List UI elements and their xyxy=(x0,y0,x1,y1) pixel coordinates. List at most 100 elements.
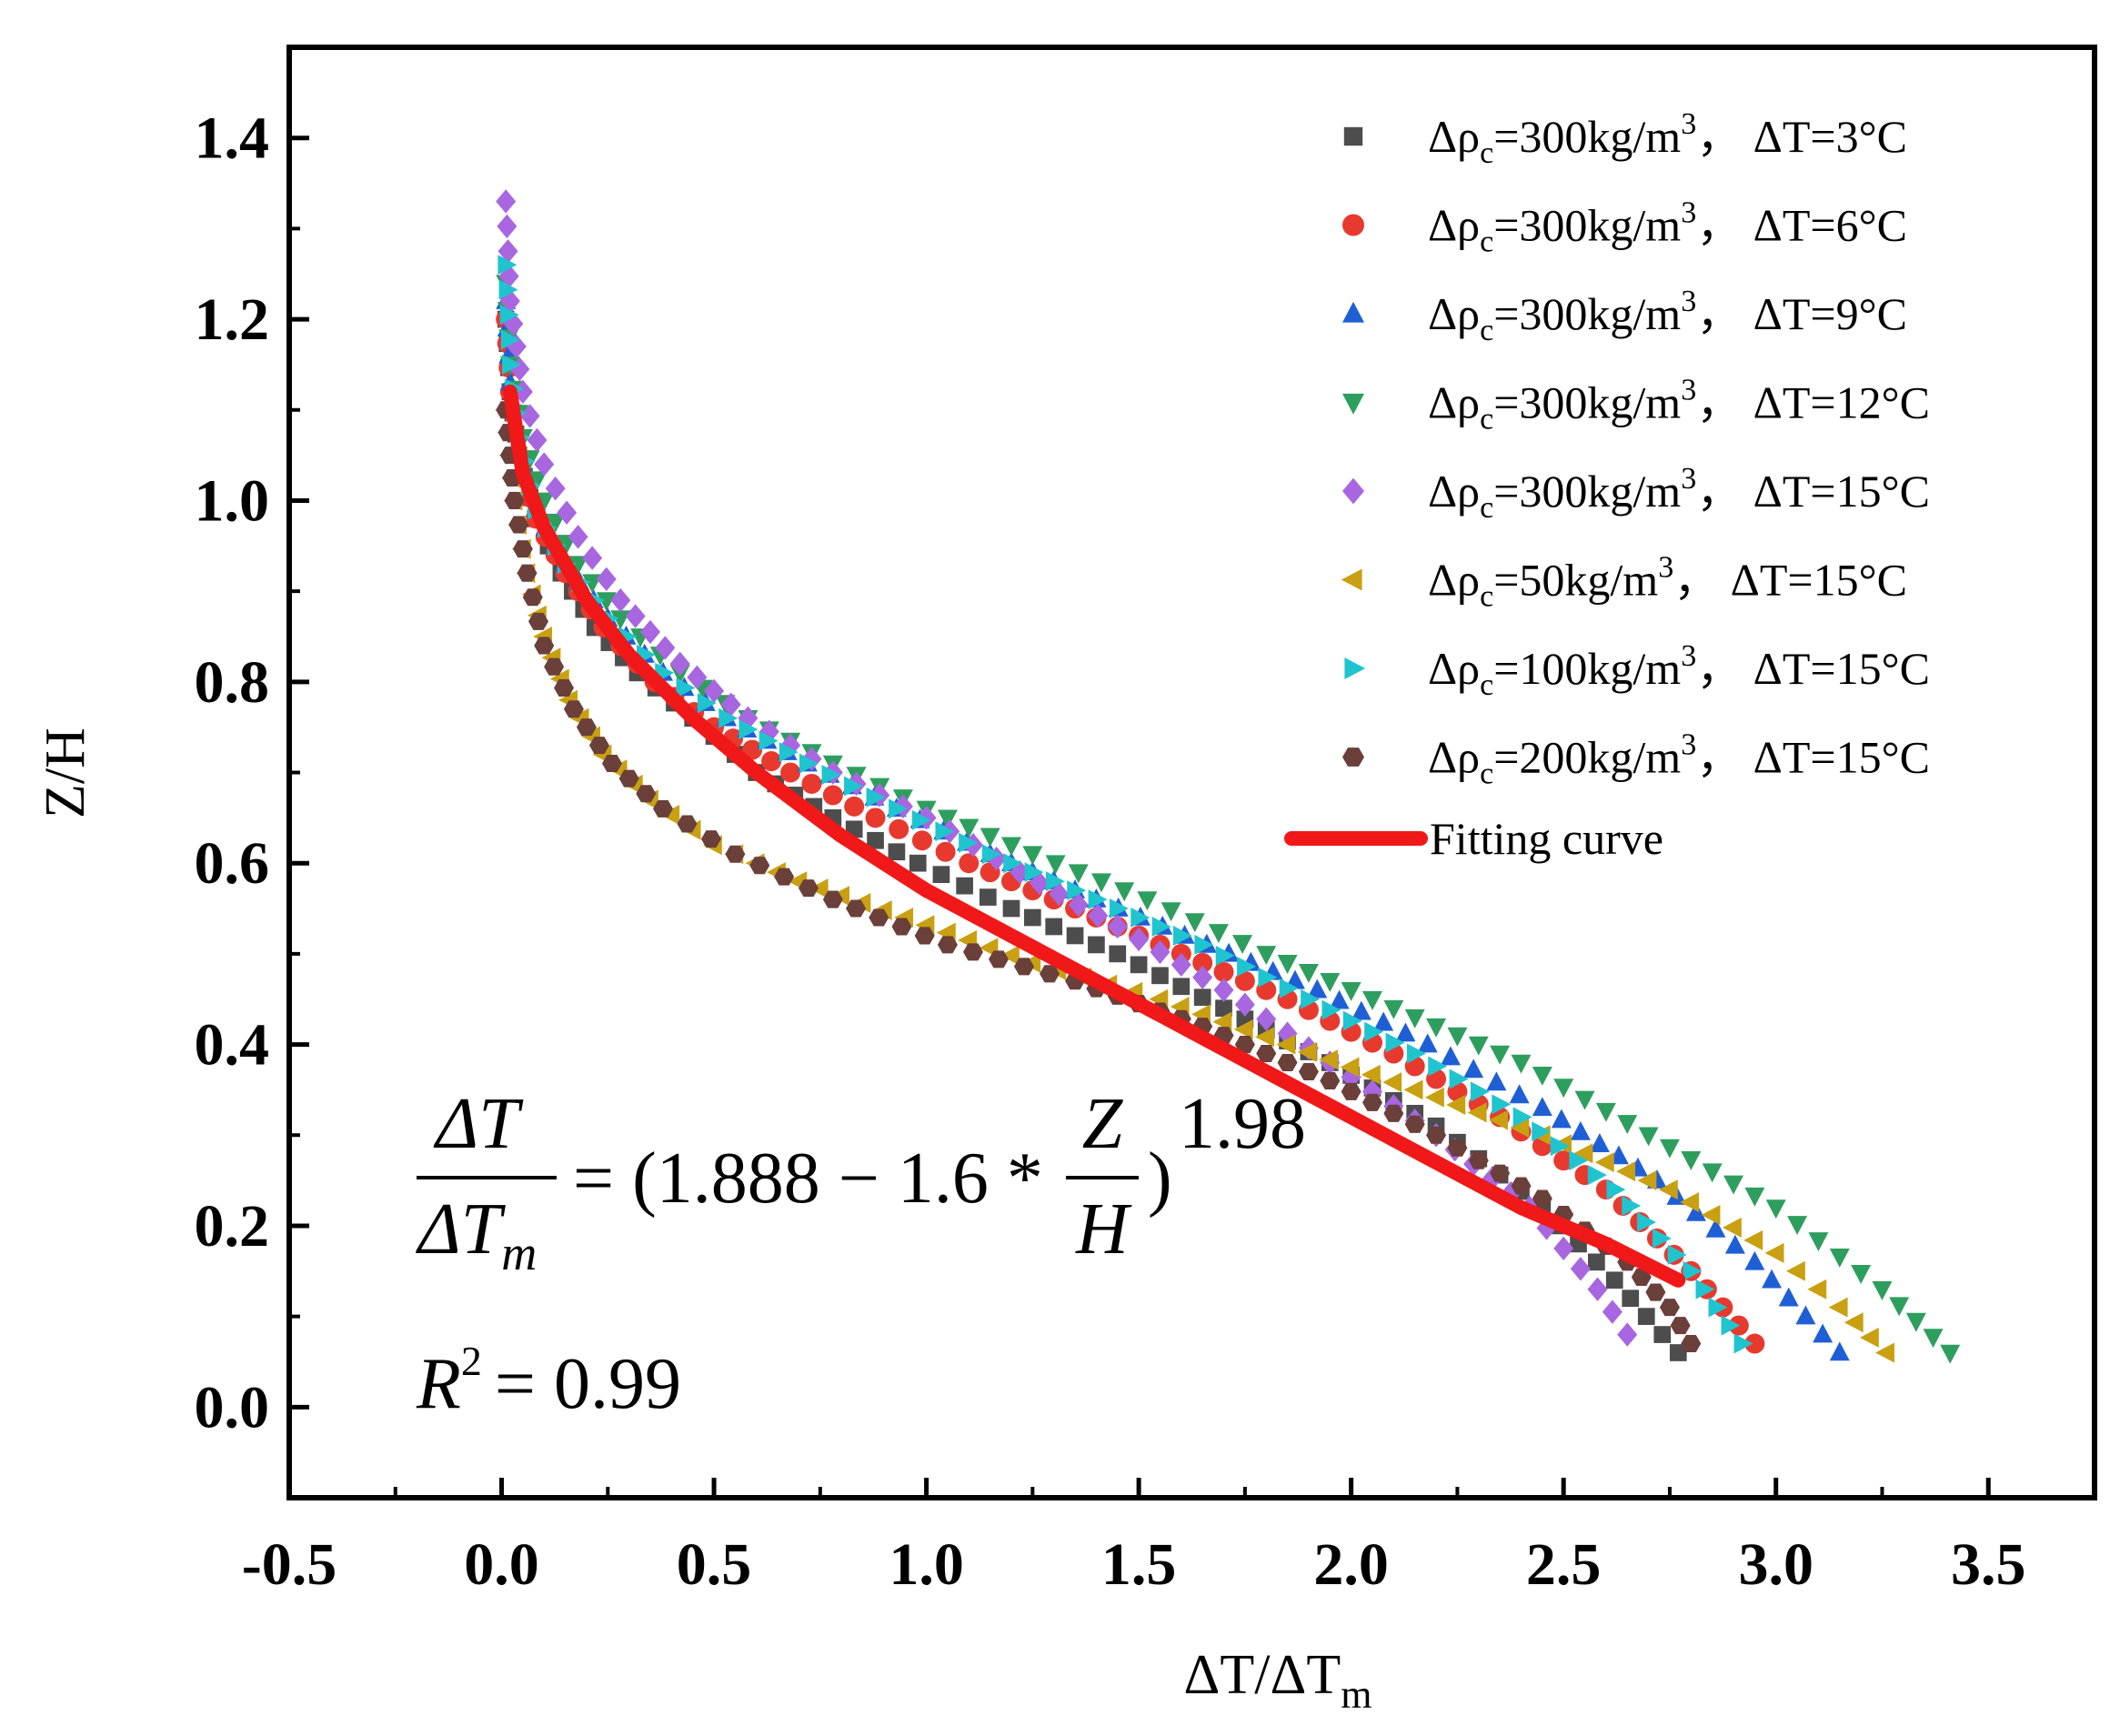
data-point xyxy=(1602,1299,1623,1324)
data-point xyxy=(1307,978,1328,998)
data-point xyxy=(1622,1289,1640,1308)
data-point xyxy=(911,809,931,830)
data-point xyxy=(568,556,588,576)
data-point xyxy=(1320,972,1341,992)
data-point xyxy=(1721,1315,1741,1336)
data-point xyxy=(1395,1022,1416,1042)
y-tick-label: 1.2 xyxy=(195,286,270,353)
data-point xyxy=(1160,902,1181,922)
data-point xyxy=(1329,989,1350,1009)
data-point xyxy=(1002,899,1020,918)
eq-rhs-text: = (1.888 − 1.6 * xyxy=(573,1139,1043,1219)
data-point xyxy=(780,762,801,783)
data-point xyxy=(1361,1064,1381,1085)
data-point xyxy=(821,764,841,785)
legend: Δρc=300kg/m3， ΔT=3°C Δρc=300kg/m3， ΔT=6°C… xyxy=(1284,107,1930,864)
data-point xyxy=(499,305,519,326)
data-point xyxy=(1233,1019,1253,1039)
data-point xyxy=(528,612,549,630)
x-tick-label: 2.0 xyxy=(1313,1531,1389,1598)
legend-marker xyxy=(1342,393,1364,415)
data-point xyxy=(935,821,955,842)
data-point xyxy=(1192,965,1213,989)
data-point xyxy=(1553,1236,1574,1261)
data-point xyxy=(1151,967,1169,985)
data-point xyxy=(1129,927,1150,952)
data-point xyxy=(1321,999,1341,1020)
data-point xyxy=(1362,990,1382,1010)
data-point xyxy=(865,808,886,828)
data-point xyxy=(1785,1260,1805,1281)
data-point xyxy=(1701,1204,1721,1225)
legend-fit-label: Fitting curve xyxy=(1430,813,1663,864)
data-point xyxy=(655,636,676,660)
data-point xyxy=(1258,967,1278,988)
data-point xyxy=(1587,1277,1608,1301)
x-tick-label: 1.5 xyxy=(1101,1531,1177,1598)
data-point xyxy=(1130,956,1148,974)
data-point xyxy=(1659,1299,1680,1317)
data-point xyxy=(888,843,906,861)
x-tick-label: 1.0 xyxy=(889,1531,964,1598)
data-point xyxy=(914,927,935,945)
data-point xyxy=(1828,1297,1848,1318)
data-point xyxy=(937,809,958,829)
data-point xyxy=(1511,1054,1532,1074)
data-point xyxy=(1551,1109,1572,1129)
data-point xyxy=(1467,1102,1487,1123)
data-point xyxy=(677,815,698,833)
data-point xyxy=(1722,1217,1742,1238)
data-point xyxy=(1066,927,1084,945)
data-point xyxy=(502,354,521,375)
data-point xyxy=(909,854,927,872)
data-point xyxy=(1680,1192,1700,1213)
data-point xyxy=(1490,1045,1511,1065)
data-point xyxy=(500,329,520,350)
data-point xyxy=(1617,1322,1638,1347)
data-point xyxy=(1813,1323,1834,1343)
data-point xyxy=(1587,1165,1607,1186)
data-point xyxy=(1645,1283,1666,1301)
data-point xyxy=(1653,1326,1672,1343)
data-point xyxy=(1695,1279,1715,1299)
legend-marker xyxy=(1342,301,1364,323)
data-point xyxy=(618,769,639,788)
data-point xyxy=(1114,882,1135,902)
data-point xyxy=(1068,864,1089,884)
data-point xyxy=(545,476,566,501)
y-tick-label: 1.4 xyxy=(195,105,270,172)
data-point xyxy=(1606,1179,1626,1200)
data-point xyxy=(1406,1043,1426,1064)
data-point xyxy=(1024,862,1044,883)
data-point xyxy=(496,189,517,214)
data-point xyxy=(779,742,799,763)
data-point xyxy=(1341,1082,1361,1100)
data-point xyxy=(1447,1139,1468,1157)
data-point xyxy=(1449,1069,1469,1089)
data-point xyxy=(1829,1341,1850,1361)
data-point xyxy=(1509,1084,1530,1104)
data-point xyxy=(1762,1269,1783,1289)
data-point xyxy=(889,818,909,839)
data-point xyxy=(1589,1133,1610,1153)
data-point xyxy=(1088,936,1105,954)
data-point xyxy=(749,857,770,875)
data-point xyxy=(1022,846,1043,866)
data-point xyxy=(596,567,617,592)
data-point xyxy=(534,637,555,655)
data-point xyxy=(1213,961,1234,982)
data-point xyxy=(1829,1249,1850,1268)
fit-equation: ΔT ΔTm = (1.888 − 1.6 * Z H ) 1.98 R2 = 0… xyxy=(416,1084,1306,1424)
x-tick-label: 3.0 xyxy=(1738,1531,1814,1598)
x-tick-label: 3.5 xyxy=(1951,1531,2026,1598)
data-point xyxy=(610,610,631,630)
data-point xyxy=(1468,1036,1489,1056)
data-point xyxy=(1426,1018,1447,1038)
data-point xyxy=(761,751,782,772)
data-point xyxy=(1652,1228,1672,1249)
data-point xyxy=(1428,1056,1448,1077)
data-point xyxy=(1681,1151,1702,1170)
y-tick-label: 0.0 xyxy=(195,1374,270,1440)
legend-marker xyxy=(1342,214,1364,236)
legend-marker xyxy=(1344,657,1366,679)
